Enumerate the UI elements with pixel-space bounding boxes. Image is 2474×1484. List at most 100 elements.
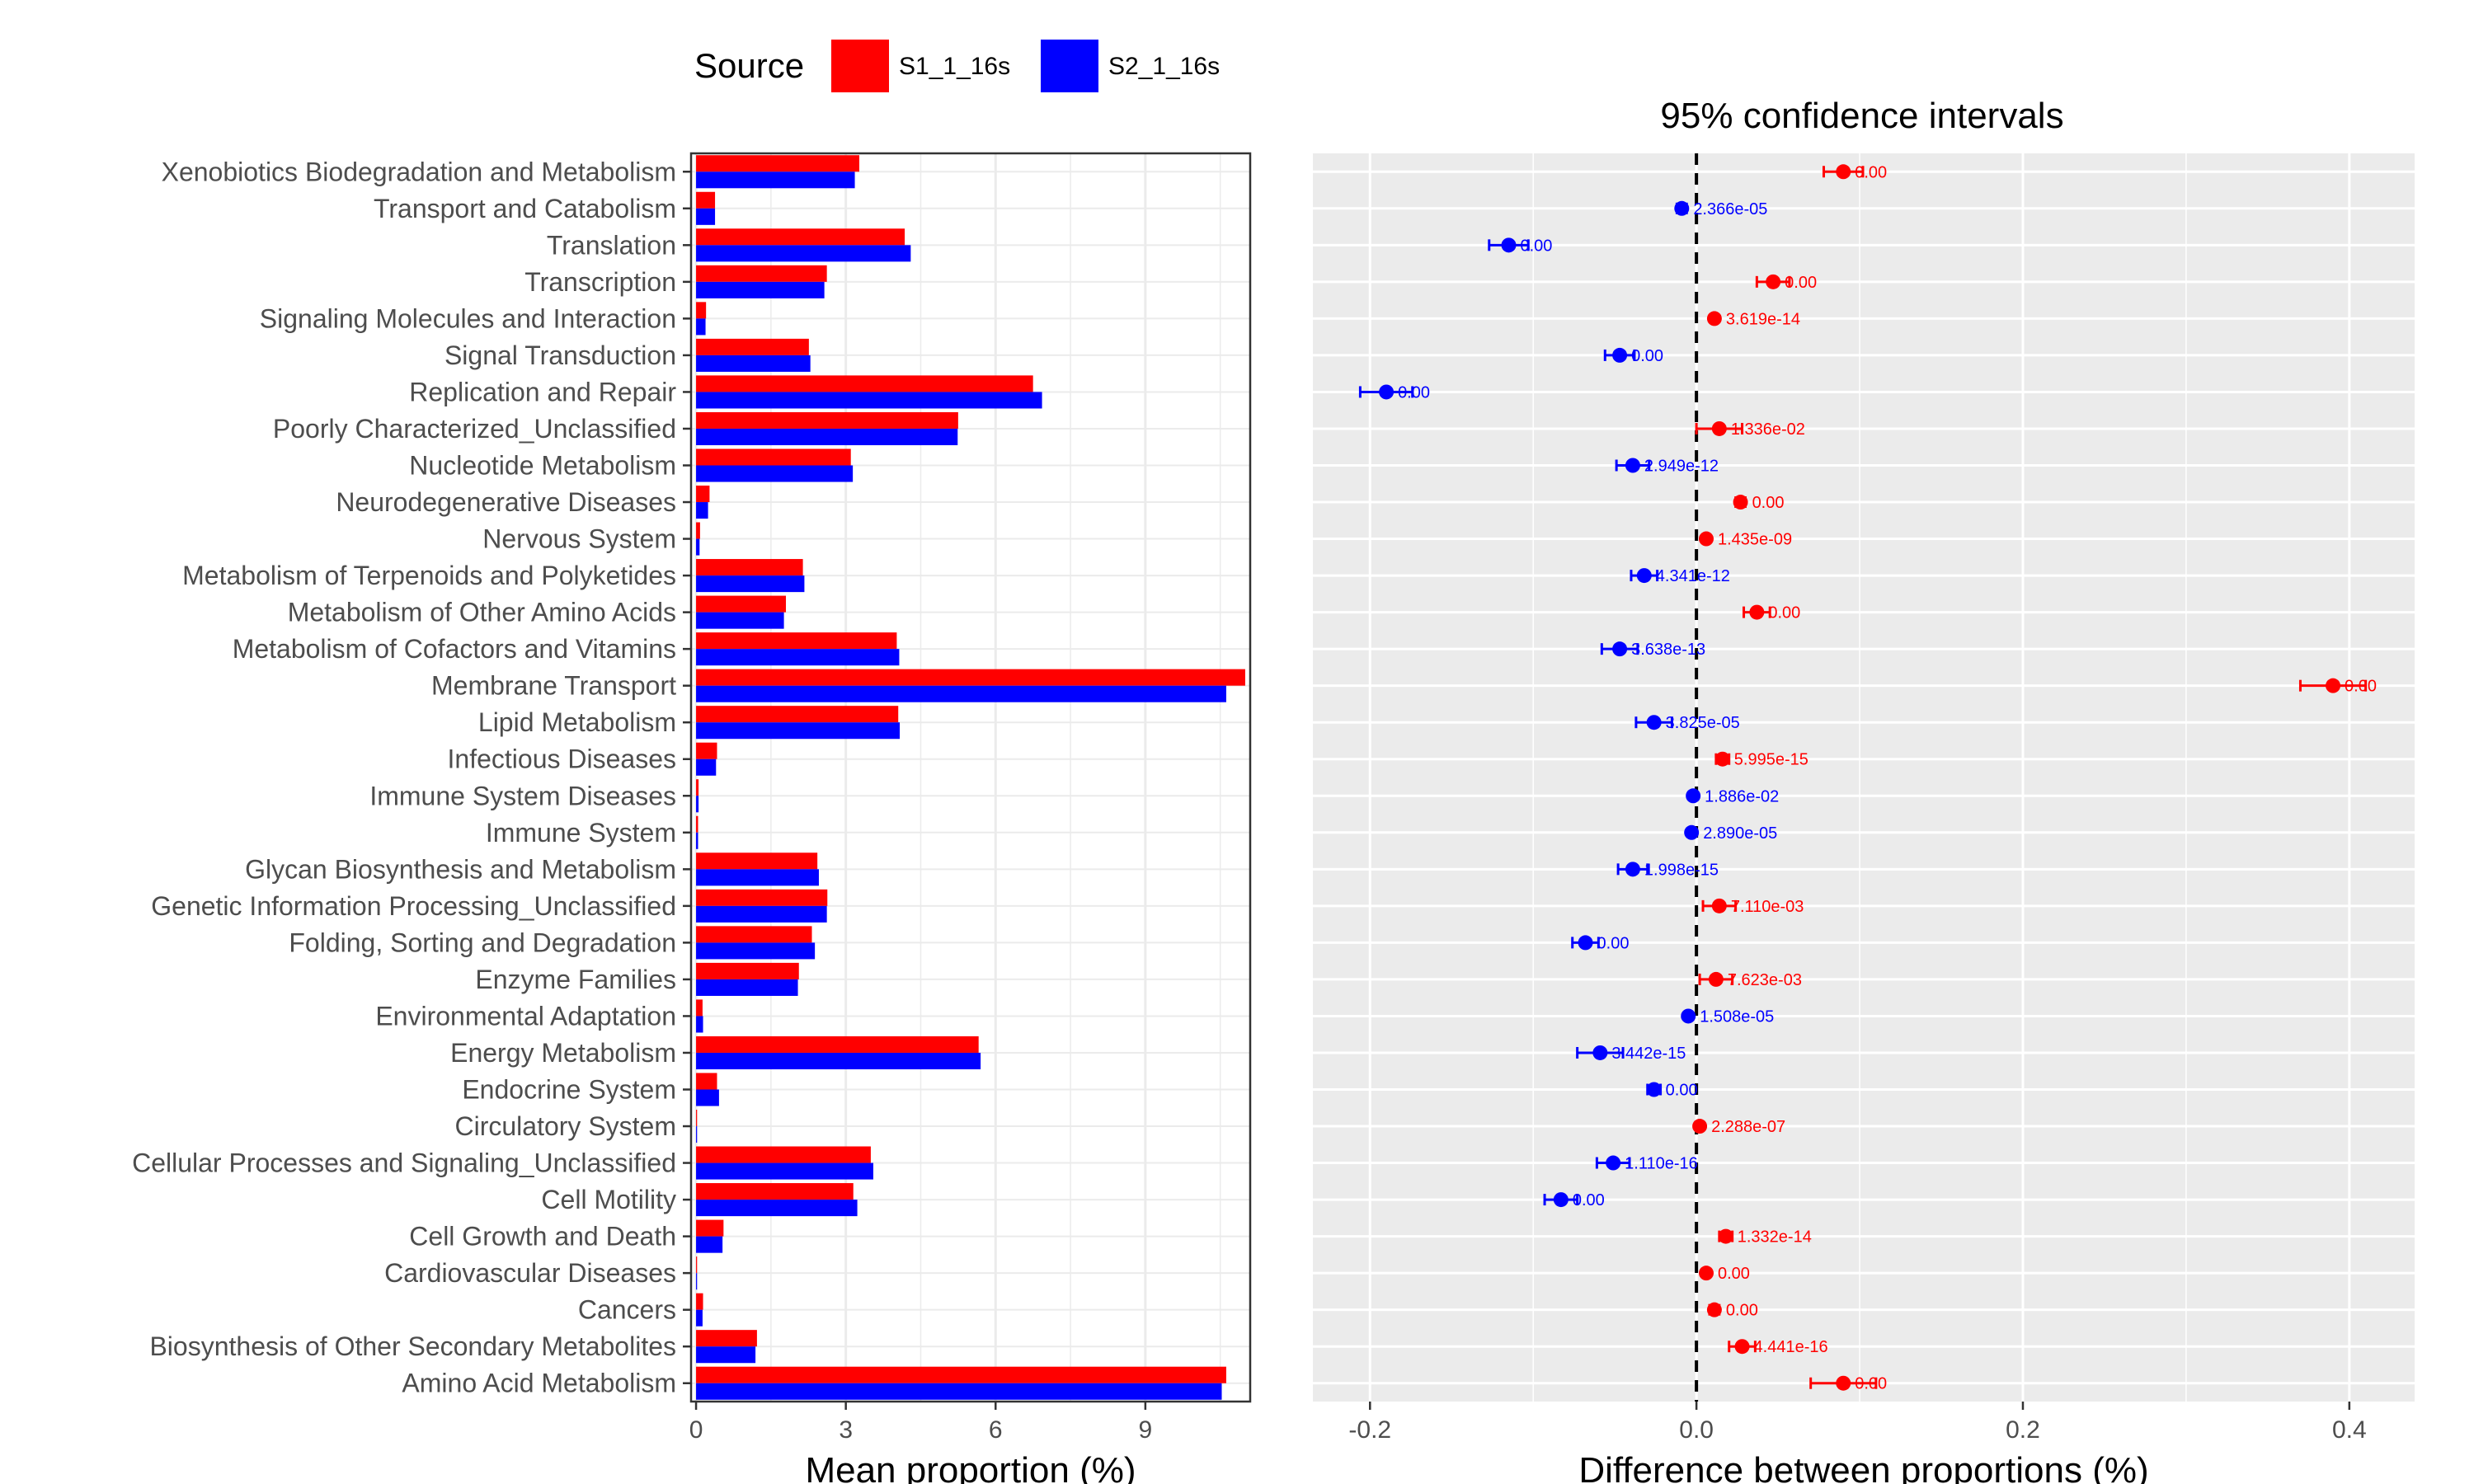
category-label: Enzyme Families (475, 965, 676, 994)
bar-s2 (696, 318, 706, 336)
bar-s2 (696, 869, 819, 886)
p-value-label: 1.998e-15 (1644, 861, 1719, 879)
bar-s1 (696, 228, 905, 246)
p-value-label: 4.441e-16 (1754, 1338, 1828, 1356)
ci-point (1766, 274, 1781, 289)
p-value-label: 2.890e-05 (1703, 824, 1777, 843)
p-value-label: 1.336e-02 (1731, 420, 1805, 439)
ci-point (2326, 678, 2341, 693)
p-value-label: 7.623e-03 (1728, 971, 1802, 989)
bar-s2 (696, 758, 717, 776)
p-value-label: 2.288e-07 (1711, 1118, 1785, 1136)
bar-panel: Xenobiotics Biodegradation and Metabolis… (132, 152, 1252, 1484)
bar-s2 (696, 649, 900, 666)
bar-s2 (696, 1016, 703, 1033)
p-value-label: 0.00 (1597, 934, 1630, 952)
bar-s2 (696, 942, 816, 960)
p-value-label: 1.435e-09 (1718, 531, 1792, 549)
ci-x-axis: -0.2 0.0 0.2 0.4 (1348, 1402, 2367, 1444)
legend-label-s2: S2_1_16s (1108, 53, 1220, 80)
bar-s2 (696, 1052, 981, 1070)
p-value-label: 1.332e-14 (1738, 1228, 1812, 1247)
bar-panel-border (689, 152, 1252, 1403)
ci-plot-title: 95% confidence intervals (1660, 96, 2063, 136)
category-label: Signaling Molecules and Interaction (260, 303, 676, 333)
p-value-label: 0.00 (1785, 274, 1817, 292)
category-label: Poorly Characterized_Unclassified (273, 414, 676, 444)
ci-point (1674, 200, 1690, 216)
bar-s2 (696, 796, 699, 813)
bar-s1 (696, 1146, 871, 1163)
category-label: Transport and Catabolism (374, 194, 676, 223)
p-value-label: 0.00 (1726, 1302, 1758, 1320)
bar-s1 (696, 999, 703, 1017)
p-value-label: 0.00 (1398, 383, 1430, 402)
p-value-label: 0.00 (1855, 163, 1887, 181)
bar-s1 (696, 632, 897, 650)
bar-s1 (696, 706, 899, 723)
bar-series (696, 155, 1245, 1400)
category-label: Signal Transduction (444, 340, 676, 370)
ci-point (1718, 1228, 1733, 1244)
bar-s2 (696, 1383, 1222, 1400)
bar-x-tick-label: 0 (689, 1416, 703, 1444)
bar-s2 (696, 722, 901, 740)
category-label: Cardiovascular Diseases (384, 1258, 676, 1288)
bar-s1 (696, 1256, 698, 1274)
ci-x-tick-label: 0.4 (2332, 1416, 2367, 1444)
bar-s1 (696, 852, 818, 870)
category-label: Biosynthesis of Other Secondary Metaboli… (149, 1331, 676, 1361)
bar-s1 (696, 1073, 717, 1090)
p-value-label: 1.508e-05 (1700, 1007, 1774, 1026)
p-value-label: 1.110e-16 (1625, 1155, 1698, 1173)
ci-point (1836, 1375, 1851, 1391)
ci-point (1625, 458, 1640, 473)
ci-x-axis-title: Difference between proportions (%) (1578, 1450, 2148, 1484)
category-label: Lipid Metabolism (478, 707, 676, 737)
p-value-label: 3.619e-14 (1726, 310, 1800, 328)
bar-s1 (696, 1366, 1226, 1383)
p-value-label: 3.638e-13 (1631, 641, 1705, 659)
category-label: Neurodegenerative Diseases (336, 487, 676, 517)
bar-s1 (696, 1219, 724, 1237)
bar-s1 (696, 1109, 698, 1127)
category-label: Amino Acid Metabolism (402, 1369, 676, 1398)
ci-gridlines (1313, 153, 2415, 1402)
ci-x-tick-label: 0.0 (1679, 1416, 1714, 1444)
bar-s1 (696, 485, 710, 503)
ci-point (1684, 824, 1700, 840)
p-value-label: 5.995e-15 (1734, 751, 1808, 769)
bar-s1 (696, 779, 699, 796)
category-labels: Xenobiotics Biodegradation and Metabolis… (132, 157, 691, 1398)
bar-s2 (696, 1126, 698, 1144)
bar-s2 (696, 1273, 698, 1290)
legend-key-s2 (1041, 40, 1098, 92)
bar-s1 (696, 448, 851, 466)
p-value-label: 0.00 (1631, 347, 1663, 365)
category-label: Cell Motility (541, 1185, 676, 1214)
bar-s2 (696, 171, 855, 189)
legend-label-s1: S1_1_16s (899, 53, 1010, 80)
p-value-label: 1.886e-02 (1705, 787, 1779, 805)
bar-s1 (696, 926, 812, 943)
category-label: Nervous System (482, 524, 676, 554)
bar-s2 (696, 905, 827, 923)
category-label: Glycan Biosynthesis and Metabolism (245, 854, 676, 884)
category-label: Cancers (578, 1295, 676, 1325)
ci-point (1733, 495, 1748, 510)
ci-point (1708, 971, 1724, 987)
bar-s1 (696, 1330, 757, 1347)
bar-s1 (696, 191, 716, 209)
ci-points: 0.00 2.366e-05 0.00 0.00 3.619e-14 0.00 0.00 1.… (1358, 163, 2377, 1393)
p-value-label: 0.00 (1666, 1082, 1698, 1100)
bar-s2 (696, 245, 911, 262)
bar-s2 (696, 281, 825, 298)
bar-s2 (696, 465, 854, 482)
ci-point (1711, 898, 1727, 913)
bar-s2 (696, 1236, 723, 1253)
ci-point (1592, 1045, 1608, 1060)
p-value-label: 2.366e-05 (1693, 200, 1767, 218)
bar-s2 (696, 538, 700, 556)
ci-point (1578, 935, 1593, 951)
